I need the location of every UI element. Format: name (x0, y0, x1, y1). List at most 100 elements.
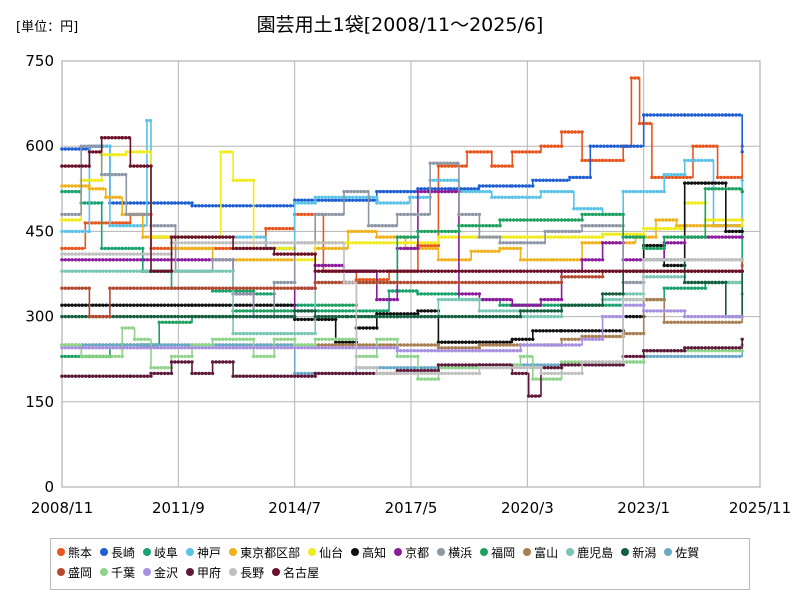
data-point (659, 349, 663, 353)
data-point (724, 258, 728, 262)
data-point (672, 241, 677, 245)
data-point (696, 235, 701, 239)
data-point (559, 297, 564, 302)
data-point (429, 314, 434, 319)
data-point (320, 280, 324, 285)
data-point (652, 269, 656, 273)
data-point (139, 252, 143, 256)
legend-item: 金沢 (143, 562, 178, 582)
data-point (433, 241, 437, 245)
data-point (279, 258, 283, 262)
data-point (446, 235, 451, 239)
data-point (221, 235, 225, 239)
data-point (132, 258, 136, 262)
data-point (730, 229, 735, 234)
data-point (423, 243, 427, 248)
data-point (108, 224, 112, 228)
data-point (402, 349, 406, 353)
data-point (522, 309, 526, 313)
data-point (518, 280, 523, 285)
data-point (371, 346, 376, 350)
data-point (600, 269, 605, 273)
data-point (234, 346, 239, 350)
data-point (100, 172, 104, 177)
data-point (648, 113, 653, 117)
data-point (97, 258, 102, 262)
data-point (573, 337, 577, 341)
data-point (310, 371, 314, 376)
data-point (419, 377, 423, 381)
data-point (128, 346, 133, 350)
data-point (316, 309, 321, 313)
data-point (316, 337, 321, 341)
data-point (337, 309, 341, 313)
data-point (546, 258, 550, 262)
data-point (286, 331, 290, 336)
data-point (347, 241, 352, 245)
data-point (238, 204, 242, 208)
data-point (597, 158, 601, 163)
data-point (221, 343, 225, 347)
legend-label: 長崎 (111, 545, 136, 560)
data-point (720, 181, 725, 185)
data-point (73, 314, 78, 319)
data-point (238, 246, 242, 251)
data-point (323, 371, 328, 376)
data-point (145, 252, 150, 256)
data-point (611, 297, 615, 302)
data-point (693, 181, 697, 185)
data-point (347, 309, 352, 313)
data-point (258, 204, 263, 208)
data-point (556, 235, 560, 239)
data-point (190, 201, 194, 205)
data-point (80, 346, 85, 350)
data-point (638, 360, 642, 364)
data-point (142, 346, 146, 350)
data-point (472, 150, 476, 154)
data-point (251, 292, 256, 296)
data-point (142, 374, 146, 378)
data-point (450, 189, 454, 194)
data-point (94, 252, 98, 256)
data-point (344, 371, 348, 376)
data-point (532, 314, 536, 319)
data-point (659, 113, 663, 117)
data-point (426, 269, 430, 273)
data-point (117, 246, 121, 251)
data-point (214, 286, 218, 290)
data-point (289, 280, 293, 285)
data-point (703, 258, 707, 262)
data-point (539, 297, 543, 302)
data-point (399, 371, 403, 376)
data-point (689, 235, 694, 239)
data-point (683, 181, 687, 185)
data-point (520, 303, 525, 307)
data-point (488, 269, 492, 273)
data-point (80, 303, 85, 307)
data-point (159, 371, 163, 376)
data-point (577, 360, 581, 364)
data-point (631, 241, 636, 245)
data-point (518, 246, 523, 251)
data-point (676, 269, 680, 273)
data-point (551, 258, 556, 262)
data-point (446, 366, 451, 370)
data-point (614, 297, 618, 302)
data-point (518, 349, 523, 353)
data-point (460, 269, 464, 273)
data-point (659, 269, 663, 273)
data-point (224, 235, 228, 239)
data-point (327, 303, 331, 307)
data-point (258, 346, 263, 350)
data-point (330, 198, 334, 202)
data-point (115, 343, 119, 347)
data-point (662, 263, 666, 268)
data-point (272, 309, 276, 313)
data-point (477, 314, 482, 319)
data-point (676, 275, 680, 279)
data-point (334, 198, 338, 202)
data-point (248, 292, 252, 296)
data-point (402, 212, 406, 217)
data-point (563, 303, 567, 307)
data-point (132, 252, 136, 256)
